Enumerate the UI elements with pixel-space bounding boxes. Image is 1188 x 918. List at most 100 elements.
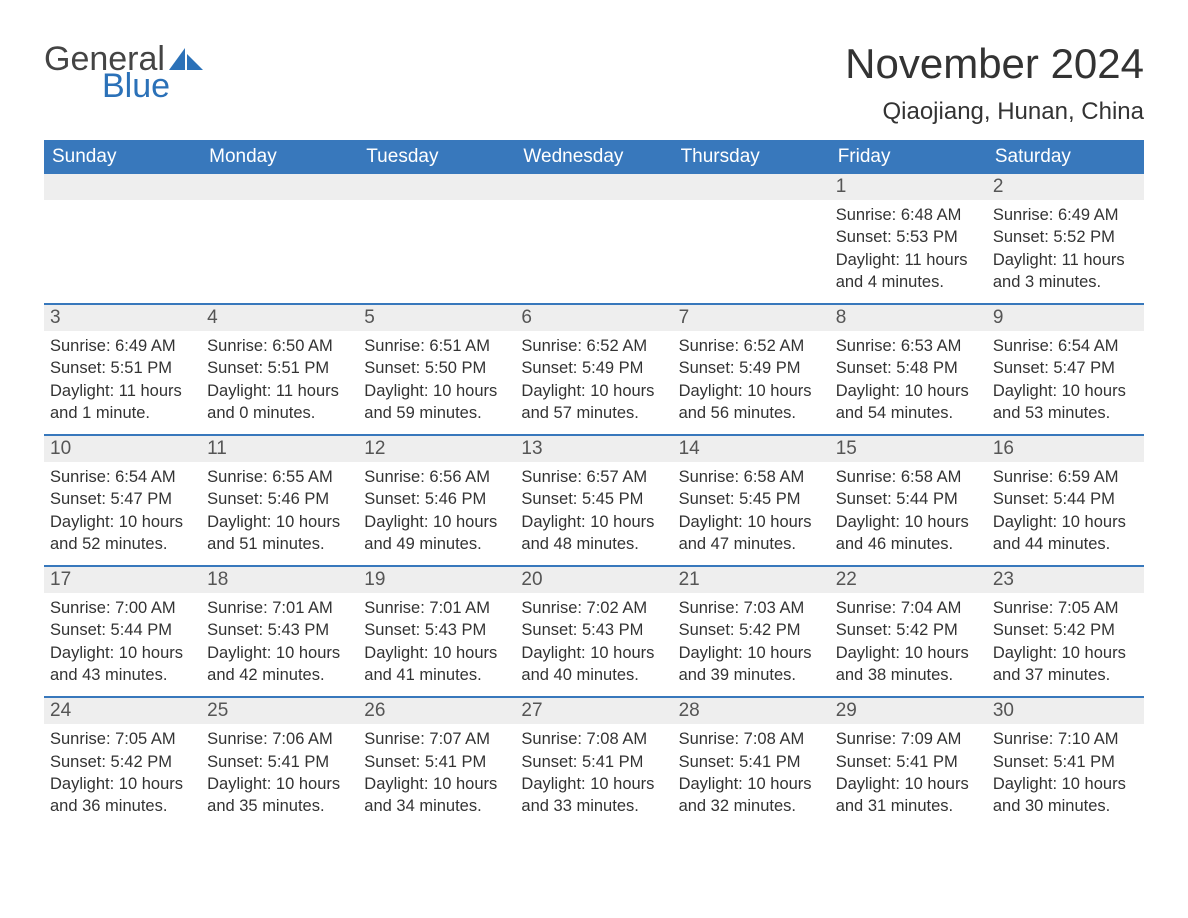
daylight-text: Daylight: 10 hours and 37 minutes. (993, 642, 1138, 687)
sunset-text: Sunset: 5:41 PM (836, 751, 981, 773)
calendar-week: 3Sunrise: 6:49 AMSunset: 5:51 PMDaylight… (44, 303, 1144, 434)
day-number (44, 174, 201, 200)
sunset-text: Sunset: 5:49 PM (679, 357, 824, 379)
daylight-text: Daylight: 10 hours and 48 minutes. (521, 511, 666, 556)
sunset-text: Sunset: 5:53 PM (836, 226, 981, 248)
sunrise-text: Sunrise: 7:08 AM (521, 728, 666, 750)
daylight-text: Daylight: 10 hours and 49 minutes. (364, 511, 509, 556)
day-number: 28 (673, 698, 830, 724)
day-body: Sunrise: 6:49 AMSunset: 5:52 PMDaylight:… (987, 200, 1144, 303)
sunset-text: Sunset: 5:41 PM (364, 751, 509, 773)
sunset-text: Sunset: 5:52 PM (993, 226, 1138, 248)
sunset-text: Sunset: 5:43 PM (364, 619, 509, 641)
sunset-text: Sunset: 5:50 PM (364, 357, 509, 379)
dayheader-sunday: Sunday (44, 140, 201, 174)
calendar-cell (515, 174, 672, 303)
day-body: Sunrise: 6:49 AMSunset: 5:51 PMDaylight:… (44, 331, 201, 434)
dayheader-monday: Monday (201, 140, 358, 174)
day-body: Sunrise: 7:05 AMSunset: 5:42 PMDaylight:… (44, 724, 201, 827)
day-number (358, 174, 515, 200)
calendar-week: 17Sunrise: 7:00 AMSunset: 5:44 PMDayligh… (44, 565, 1144, 696)
calendar-cell: 3Sunrise: 6:49 AMSunset: 5:51 PMDaylight… (44, 305, 201, 434)
sunset-text: Sunset: 5:46 PM (207, 488, 352, 510)
day-body: Sunrise: 7:08 AMSunset: 5:41 PMDaylight:… (673, 724, 830, 827)
sunrise-text: Sunrise: 6:55 AM (207, 466, 352, 488)
day-number: 22 (830, 567, 987, 593)
day-body: Sunrise: 6:58 AMSunset: 5:45 PMDaylight:… (673, 462, 830, 565)
daylight-text: Daylight: 10 hours and 56 minutes. (679, 380, 824, 425)
day-body: Sunrise: 6:59 AMSunset: 5:44 PMDaylight:… (987, 462, 1144, 565)
daylight-text: Daylight: 10 hours and 43 minutes. (50, 642, 195, 687)
day-number: 15 (830, 436, 987, 462)
sunrise-text: Sunrise: 7:06 AM (207, 728, 352, 750)
calendar-cell: 24Sunrise: 7:05 AMSunset: 5:42 PMDayligh… (44, 698, 201, 827)
logo: General Blue (44, 40, 203, 106)
sunrise-text: Sunrise: 7:01 AM (207, 597, 352, 619)
sunset-text: Sunset: 5:51 PM (207, 357, 352, 379)
sunset-text: Sunset: 5:43 PM (207, 619, 352, 641)
sunrise-text: Sunrise: 7:00 AM (50, 597, 195, 619)
day-number: 11 (201, 436, 358, 462)
sunrise-text: Sunrise: 6:50 AM (207, 335, 352, 357)
day-number: 27 (515, 698, 672, 724)
day-number: 1 (830, 174, 987, 200)
daylight-text: Daylight: 10 hours and 47 minutes. (679, 511, 824, 556)
sunset-text: Sunset: 5:49 PM (521, 357, 666, 379)
sunrise-text: Sunrise: 6:54 AM (50, 466, 195, 488)
sunrise-text: Sunrise: 6:49 AM (993, 204, 1138, 226)
sunrise-text: Sunrise: 6:56 AM (364, 466, 509, 488)
calendar-cell: 12Sunrise: 6:56 AMSunset: 5:46 PMDayligh… (358, 436, 515, 565)
day-body: Sunrise: 6:58 AMSunset: 5:44 PMDaylight:… (830, 462, 987, 565)
calendar-cell (673, 174, 830, 303)
sunset-text: Sunset: 5:42 PM (993, 619, 1138, 641)
sunset-text: Sunset: 5:43 PM (521, 619, 666, 641)
day-number: 23 (987, 567, 1144, 593)
day-number: 24 (44, 698, 201, 724)
calendar-cell: 18Sunrise: 7:01 AMSunset: 5:43 PMDayligh… (201, 567, 358, 696)
calendar: Sunday Monday Tuesday Wednesday Thursday… (44, 140, 1144, 827)
dayheader-tuesday: Tuesday (358, 140, 515, 174)
sunrise-text: Sunrise: 6:49 AM (50, 335, 195, 357)
calendar-cell: 19Sunrise: 7:01 AMSunset: 5:43 PMDayligh… (358, 567, 515, 696)
calendar-cell (201, 174, 358, 303)
day-number: 5 (358, 305, 515, 331)
calendar-cell: 1Sunrise: 6:48 AMSunset: 5:53 PMDaylight… (830, 174, 987, 303)
sunset-text: Sunset: 5:45 PM (679, 488, 824, 510)
sunrise-text: Sunrise: 6:52 AM (679, 335, 824, 357)
calendar-cell: 2Sunrise: 6:49 AMSunset: 5:52 PMDaylight… (987, 174, 1144, 303)
day-number: 16 (987, 436, 1144, 462)
calendar-cell: 15Sunrise: 6:58 AMSunset: 5:44 PMDayligh… (830, 436, 987, 565)
calendar-cell: 21Sunrise: 7:03 AMSunset: 5:42 PMDayligh… (673, 567, 830, 696)
sunset-text: Sunset: 5:41 PM (521, 751, 666, 773)
calendar-cell: 16Sunrise: 6:59 AMSunset: 5:44 PMDayligh… (987, 436, 1144, 565)
daylight-text: Daylight: 10 hours and 57 minutes. (521, 380, 666, 425)
calendar-cell: 17 Sunrise: 7:00 AMSunset: 5:44 PMDayligh… (44, 567, 201, 696)
calendar-cell: 6Sunrise: 6:52 AMSunset: 5:49 PMDaylight… (515, 305, 672, 434)
day-body: Sunrise: 6:54 AMSunset: 5:47 PMDaylight:… (987, 331, 1144, 434)
calendar-cell: 14Sunrise: 6:58 AMSunset: 5:45 PMDayligh… (673, 436, 830, 565)
day-body: Sunrise: 6:53 AMSunset: 5:48 PMDaylight:… (830, 331, 987, 434)
calendar-cell: 25Sunrise: 7:06 AMSunset: 5:41 PMDayligh… (201, 698, 358, 827)
day-body: Sunrise: 6:48 AMSunset: 5:53 PMDaylight:… (830, 200, 987, 303)
sunrise-text: Sunrise: 7:02 AM (521, 597, 666, 619)
sunrise-text: Sunrise: 7:10 AM (993, 728, 1138, 750)
day-body: Sunrise: 6:57 AMSunset: 5:45 PMDaylight:… (515, 462, 672, 565)
day-body: Sunrise: 7:06 AMSunset: 5:41 PMDaylight:… (201, 724, 358, 827)
calendar-cell: 23Sunrise: 7:05 AMSunset: 5:42 PMDayligh… (987, 567, 1144, 696)
sunset-text: Sunset: 5:47 PM (993, 357, 1138, 379)
day-number: 21 (673, 567, 830, 593)
day-body: Sunrise: 7:04 AMSunset: 5:42 PMDaylight:… (830, 593, 987, 696)
sunset-text: Sunset: 5:45 PM (521, 488, 666, 510)
daylight-text: Daylight: 10 hours and 52 minutes. (50, 511, 195, 556)
calendar-cell: 8Sunrise: 6:53 AMSunset: 5:48 PMDaylight… (830, 305, 987, 434)
day-number: 2 (987, 174, 1144, 200)
daylight-text: Daylight: 11 hours and 4 minutes. (836, 249, 981, 294)
sunset-text: Sunset: 5:44 PM (50, 619, 195, 641)
sunrise-text: Sunrise: 7:08 AM (679, 728, 824, 750)
day-body: Sunrise: 7:07 AMSunset: 5:41 PMDaylight:… (358, 724, 515, 827)
day-number: 8 (830, 305, 987, 331)
sunrise-text: Sunrise: 7:07 AM (364, 728, 509, 750)
day-number: 13 (515, 436, 672, 462)
day-number: 17 (44, 567, 201, 593)
calendar-cell: 5Sunrise: 6:51 AMSunset: 5:50 PMDaylight… (358, 305, 515, 434)
